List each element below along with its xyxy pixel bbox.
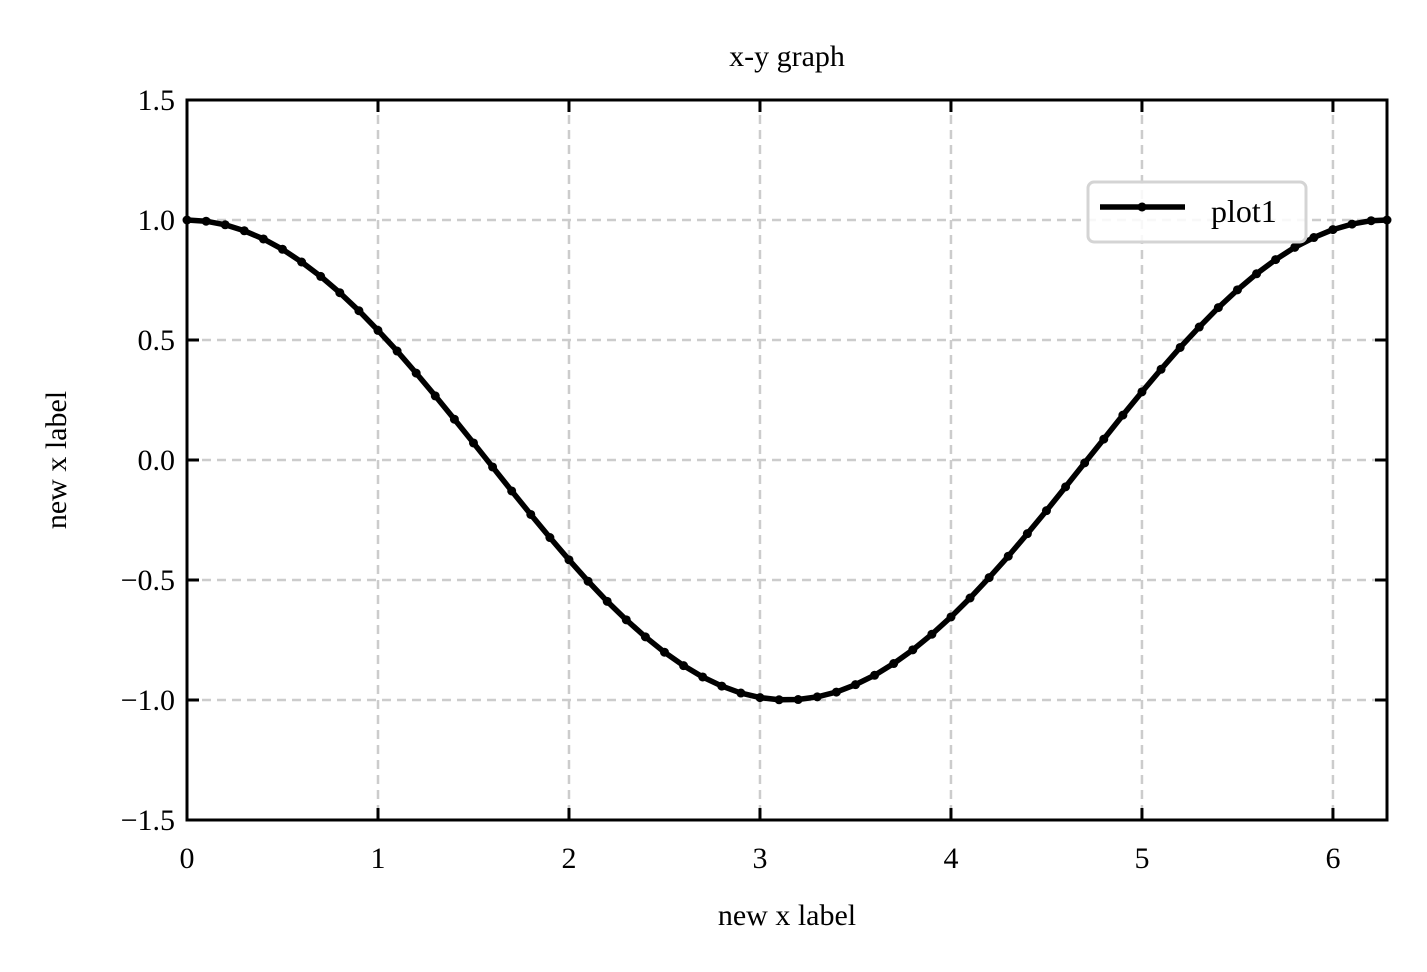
chart-title: x-y graph [729,40,845,73]
data-point [335,288,345,298]
data-point [220,220,230,230]
data-point [1061,482,1071,492]
data-point [870,670,880,680]
data-point [201,216,211,226]
data-point [698,672,708,682]
data-point [373,325,383,335]
x-tick-label: 1 [370,842,385,875]
data-point [717,681,727,691]
data-point [526,509,536,519]
axis-tick-labels: 0 1 2 3 4 5 6 −1.5 −1.0 −0.5 0.0 0.5 1.0 1.5 [121,84,1341,875]
series-layer [182,215,1392,705]
data-point [965,593,975,603]
data-point [908,645,918,655]
data-point [1118,410,1128,420]
data-point [1290,242,1300,252]
data-point [1366,216,1376,226]
axis-ticks [185,98,1387,822]
data-point [946,612,956,622]
y-tick-label: 0.5 [138,324,176,357]
data-point [258,234,268,244]
y-tick-label: 0.0 [138,444,176,477]
data-point [278,244,287,254]
data-point [812,692,822,702]
data-point [1194,322,1204,332]
data-point [850,680,860,690]
x-tick-label: 3 [752,842,767,875]
y-axis-label: new x label [40,391,73,529]
data-point [659,647,669,657]
data-point [354,306,364,316]
data-point [889,659,899,669]
data-point [1232,285,1242,295]
data-point [488,462,498,472]
data-point [640,632,650,642]
x-tick-label: 2 [561,842,576,875]
x-tick-label: 5 [1134,842,1149,875]
data-point [1271,255,1281,265]
y-tick-label: 1.0 [138,204,176,237]
series-line-plot1 [184,217,1390,703]
y-tick-label: 1.5 [138,84,176,117]
data-point [1328,225,1338,235]
y-tick-label: −0.5 [121,564,175,597]
data-point [1080,458,1090,468]
data-point [1137,387,1147,397]
data-point [507,486,517,496]
data-point [1175,342,1185,352]
x-tick-label: 4 [943,842,958,875]
data-point [392,346,402,356]
data-point [831,687,841,697]
data-point [297,257,307,267]
x-axis-label: new x label [718,899,856,932]
data-point [1022,529,1032,539]
data-point [755,693,765,703]
data-point [736,688,746,698]
x-tick-label: 0 [180,842,195,875]
data-point [793,695,803,705]
data-point [1041,506,1051,516]
data-point [927,629,937,639]
data-point [545,533,555,543]
data-point [1309,233,1319,243]
data-point [411,368,421,378]
data-point [679,661,689,671]
data-point [468,438,478,448]
data-point [1156,364,1166,374]
legend: plot1 [1086,180,1308,244]
data-point [239,226,249,236]
data-point [774,695,784,705]
data-point [1347,219,1357,229]
data-point [1213,303,1223,313]
legend-box [1086,180,1308,244]
legend-marker-sample [1137,202,1147,212]
data-point [564,555,574,565]
data-point [621,615,631,625]
x-tick-label: 6 [1325,842,1340,875]
data-point [1252,269,1262,279]
data-point [316,271,326,281]
y-tick-label: −1.0 [121,684,175,717]
data-point [583,576,593,586]
legend-label-plot1: plot1 [1211,193,1277,229]
data-point [1003,551,1013,561]
data-point [984,573,994,583]
data-point [1099,434,1109,444]
data-point [430,391,440,401]
data-point [602,596,612,606]
y-tick-label: −1.5 [121,804,175,837]
data-point [449,414,459,424]
